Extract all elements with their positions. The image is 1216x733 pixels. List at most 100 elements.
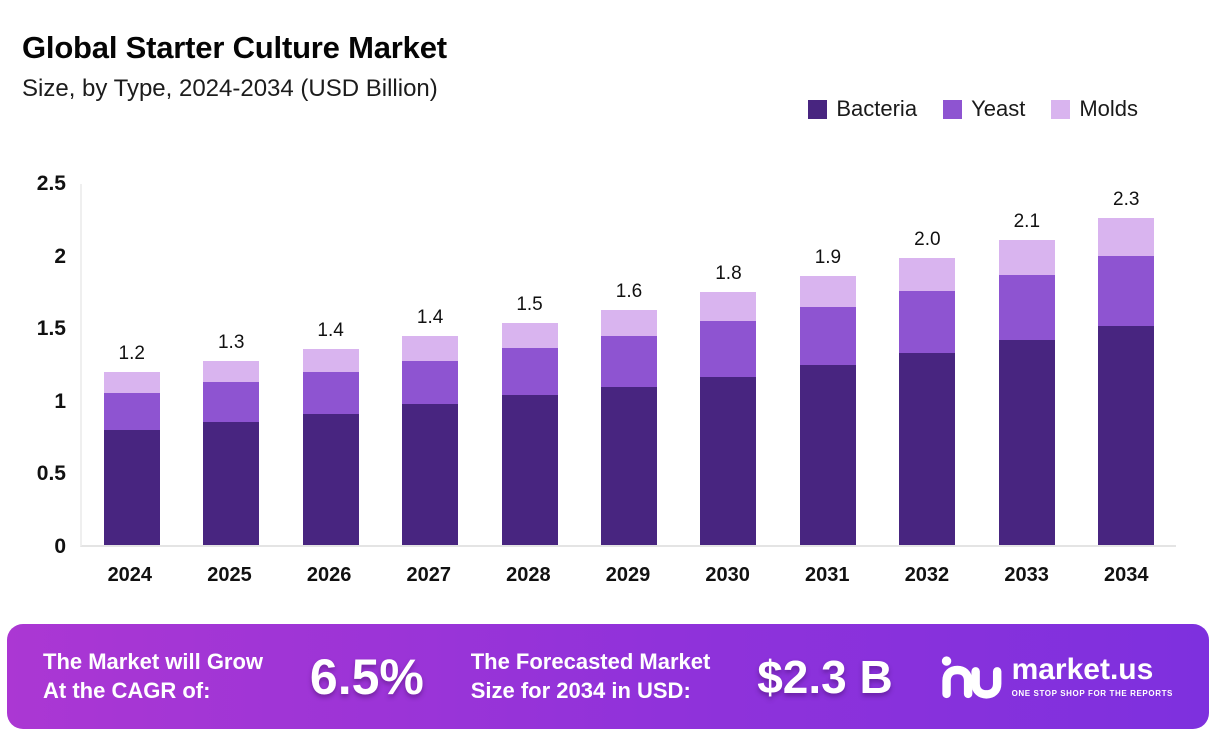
legend-label: Bacteria — [836, 96, 918, 121]
legend-item-molds: Molds — [1051, 96, 1138, 122]
bar-segment-yeast — [203, 382, 260, 422]
cagr-value: 6.5% — [309, 648, 424, 705]
legend-swatch — [943, 99, 963, 119]
y-tick-label: 2.5 — [36, 172, 66, 195]
bar-segment-bacteria — [203, 421, 260, 545]
bar-stack — [203, 360, 260, 545]
bar-group: 1.2 — [82, 343, 181, 545]
bar-stack — [1098, 218, 1155, 545]
bar-segment-yeast — [998, 275, 1055, 341]
y-tick-label: 0 — [54, 535, 66, 558]
bar-segment-yeast — [799, 306, 856, 365]
market-us-logo-icon — [940, 655, 1001, 699]
legend: Bacteria Yeast Molds — [808, 96, 1138, 122]
legend-label: Molds — [1079, 96, 1138, 121]
bar-stack — [302, 349, 359, 545]
bar-segment-yeast — [302, 372, 359, 415]
cagr-label: The Market will Grow At the CAGR of: — [43, 648, 263, 705]
bar-segment-yeast — [899, 290, 956, 354]
legend-item-yeast: Yeast — [943, 96, 1025, 122]
bar-total-label: 2.0 — [914, 228, 941, 250]
x-tick-label: 2034 — [1103, 564, 1149, 586]
bar-stack — [402, 335, 459, 545]
chart-title: Global Starter Culture Market — [22, 30, 447, 65]
x-tick-label: 2024 — [107, 564, 153, 586]
legend-item-bacteria: Bacteria — [808, 96, 917, 122]
stacked-bar-chart: 0 0.5 1 1.5 2 2.5 1.2 1.3 1.4 1.4 1.5 1.6 1.8 1.9 2.0… — [14, 172, 1176, 587]
bar-segment-molds — [998, 240, 1055, 276]
legend-label: Yeast — [971, 96, 1026, 121]
bar-segment-molds — [302, 349, 359, 373]
bar-stack — [600, 309, 657, 545]
x-tick-label: 2031 — [805, 564, 850, 586]
x-axis: 2024 2025 2026 2027 2028 2029 2030 2031 2032 2033… — [80, 547, 1176, 587]
bar-segment-molds — [103, 372, 160, 393]
forecast-label: The Forecasted Market Size for 2034 in U… — [471, 648, 711, 705]
bar-segment-molds — [1098, 218, 1155, 257]
bar-segment-molds — [899, 257, 956, 291]
plot-area: 1.2 1.3 1.4 1.4 1.5 1.6 1.8 1.9 2.0 2.1 2.3 — [80, 184, 1176, 547]
x-tick-label: 2028 — [506, 564, 551, 586]
forecast-label-line1: The Forecasted Market — [470, 648, 711, 674]
bar-segment-bacteria — [402, 404, 459, 545]
legend-swatch — [808, 99, 828, 119]
bar-stack — [899, 257, 956, 545]
bar-segment-yeast — [501, 347, 558, 396]
bar-total-label: 1.3 — [217, 331, 245, 353]
chart-subtitle: Size, by Type, 2024-2034 (USD Billion) — [22, 75, 438, 102]
bar-segment-molds — [501, 322, 558, 348]
forecast-value: $2.3 B — [757, 650, 893, 703]
footer-banner: The Market will Grow At the CAGR of: 6.5… — [7, 624, 1209, 729]
x-tick-label: 2032 — [904, 564, 950, 586]
bar-total-label: 1.9 — [814, 247, 842, 269]
bar-stack — [998, 240, 1055, 545]
bar-segment-bacteria — [899, 353, 956, 545]
bar-total-label: 1.2 — [118, 343, 145, 365]
bar-total-label: 1.4 — [317, 320, 344, 342]
bar-segment-molds — [799, 276, 856, 307]
bar-total-label: 1.8 — [715, 263, 742, 285]
bar-segment-bacteria — [799, 365, 856, 545]
y-tick-label: 1.5 — [36, 317, 66, 341]
x-tick-label: 2026 — [306, 564, 352, 586]
bar-segment-bacteria — [302, 414, 359, 545]
bar-segment-yeast — [402, 360, 459, 405]
bar-group: 2.0 — [878, 229, 977, 545]
bar-total-label: 1.6 — [615, 280, 643, 302]
bar-group: 1.4 — [380, 307, 479, 545]
y-axis: 0 0.5 1 1.5 2 2.5 — [14, 172, 80, 558]
x-tick-label: 2027 — [406, 564, 451, 586]
bar-group: 1.6 — [579, 281, 678, 545]
x-tick-label: 2030 — [705, 564, 750, 586]
bar-segment-bacteria — [1098, 325, 1155, 545]
y-tick-label: 1 — [54, 389, 66, 413]
bar-group: 1.4 — [281, 320, 380, 545]
bar-group: 2.3 — [1077, 189, 1176, 545]
bar-total-label: 2.1 — [1013, 211, 1041, 233]
y-tick-label: 2 — [54, 244, 66, 268]
forecast-label-line2: Size for 2034 in USD: — [470, 677, 691, 703]
bar-segment-bacteria — [700, 376, 757, 545]
y-tick-label: 0.5 — [36, 462, 66, 486]
bar-stack — [501, 322, 558, 545]
bar-segment-yeast — [700, 321, 757, 377]
bar-segment-molds — [402, 335, 459, 361]
bar-total-label: 1.4 — [416, 306, 444, 328]
bar-segment-bacteria — [501, 395, 558, 545]
brand-text: market.us ONE STOP SHOP FOR THE REPORTS — [1012, 655, 1173, 699]
cagr-label-line2: At the CAGR of: — [43, 677, 211, 703]
bar-segment-molds — [700, 292, 757, 322]
bars: 1.2 1.3 1.4 1.4 1.5 1.6 1.8 1.9 2.0 2.1 2.3 — [82, 184, 1176, 545]
bar-segment-molds — [203, 360, 260, 383]
bar-group: 1.3 — [181, 332, 280, 545]
x-tick-label: 2025 — [207, 564, 252, 586]
bar-total-label: 2.3 — [1113, 189, 1140, 211]
bar-segment-bacteria — [103, 430, 160, 545]
cagr-label-line1: The Market will Grow — [43, 648, 264, 674]
bar-total-label: 1.5 — [516, 293, 543, 315]
bar-segment-yeast — [600, 335, 657, 387]
bar-stack — [103, 372, 160, 545]
bar-segment-bacteria — [600, 386, 657, 545]
brand: market.us ONE STOP SHOP FOR THE REPORTS — [940, 655, 1173, 699]
